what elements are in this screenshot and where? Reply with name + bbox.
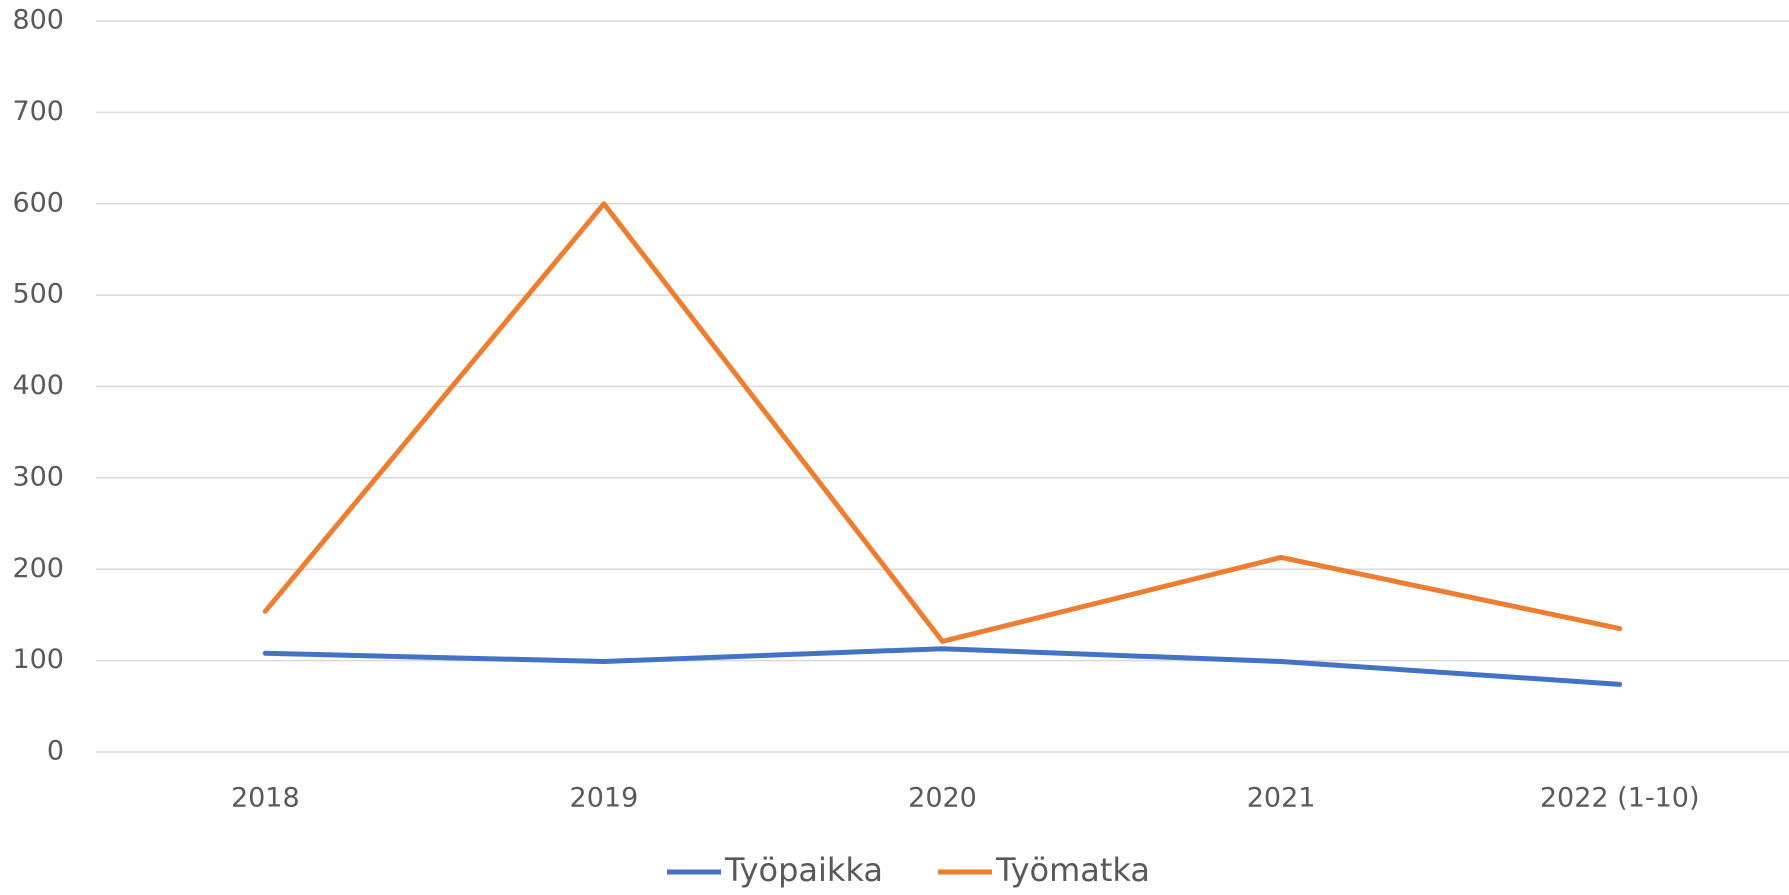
y-tick-label: 600 — [12, 187, 64, 218]
legend-label: Työmatka — [995, 851, 1150, 889]
x-tick-label: 2019 — [570, 783, 639, 814]
y-tick-label: 500 — [12, 279, 64, 310]
y-tick-label: 800 — [12, 5, 64, 36]
y-tick-label: 400 — [12, 370, 64, 401]
legend-label: Työpaikka — [724, 851, 883, 889]
x-tick-label: 2021 — [1247, 783, 1316, 814]
x-tick-label: 2018 — [231, 783, 300, 814]
series-line — [262, 646, 1623, 687]
y-tick-label: 0 — [47, 736, 64, 767]
x-tick-label: 2022 (1-10) — [1540, 783, 1700, 814]
y-tick-label: 300 — [12, 461, 64, 492]
x-tick-label: 2020 — [908, 783, 977, 814]
series-line — [262, 201, 1623, 644]
y-tick-label: 100 — [12, 644, 64, 675]
y-tick-label: 700 — [12, 96, 64, 127]
y-tick-label: 200 — [12, 553, 64, 584]
